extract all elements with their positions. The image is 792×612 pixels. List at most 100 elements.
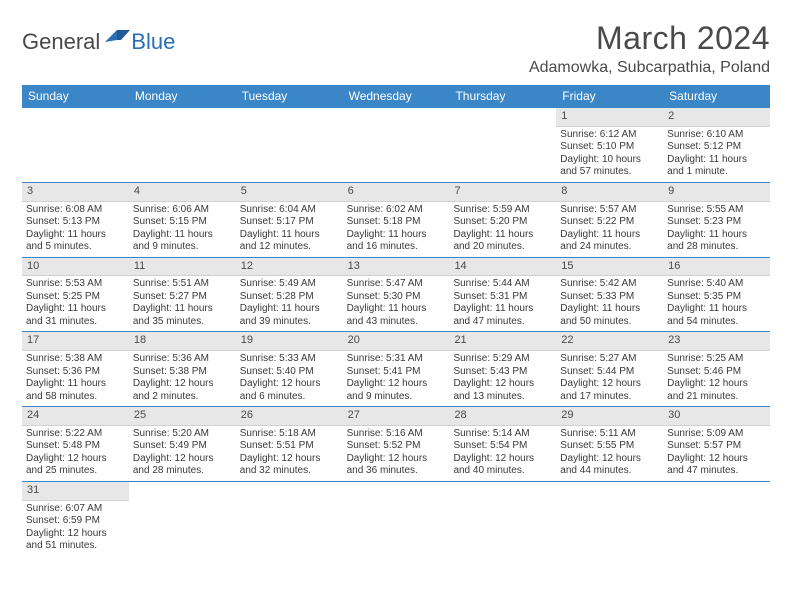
day-ss: Sunset: 5:18 PM [347, 216, 446, 229]
day-d1: Daylight: 11 hours [133, 229, 232, 242]
day-d2: and 51 minutes. [26, 540, 125, 553]
day-d1: Daylight: 11 hours [560, 303, 659, 316]
day-number: 5 [236, 183, 343, 202]
day-d2: and 9 minutes. [347, 391, 446, 404]
day-d1: Daylight: 12 hours [133, 378, 232, 391]
day-d2: and 13 minutes. [453, 391, 552, 404]
day-ss: Sunset: 5:27 PM [133, 291, 232, 304]
day-number: 14 [449, 258, 556, 277]
day-d2: and 9 minutes. [133, 241, 232, 254]
calendar: SundayMondayTuesdayWednesdayThursdayFrid… [22, 85, 770, 556]
day-d2: and 28 minutes. [133, 465, 232, 478]
day-d1: Daylight: 12 hours [453, 453, 552, 466]
day-sr: Sunrise: 5:36 AM [133, 353, 232, 366]
weekday-header: Tuesday [236, 85, 343, 108]
day-d1: Daylight: 11 hours [240, 303, 339, 316]
location-text: Adamowka, Subcarpathia, Poland [529, 59, 770, 77]
day-body: Sunrise: 5:40 AMSunset: 5:35 PMDaylight:… [663, 276, 770, 331]
day-d2: and 12 minutes. [240, 241, 339, 254]
day-cell: 12Sunrise: 5:49 AMSunset: 5:28 PMDayligh… [236, 258, 343, 332]
day-cell: 5Sunrise: 6:04 AMSunset: 5:17 PMDaylight… [236, 183, 343, 257]
day-cell: 13Sunrise: 5:47 AMSunset: 5:30 PMDayligh… [343, 258, 450, 332]
day-body: Sunrise: 5:51 AMSunset: 5:27 PMDaylight:… [129, 276, 236, 331]
day-d2: and 36 minutes. [347, 465, 446, 478]
day-number: 21 [449, 332, 556, 351]
day-ss: Sunset: 5:51 PM [240, 440, 339, 453]
day-cell: 27Sunrise: 5:16 AMSunset: 5:52 PMDayligh… [343, 407, 450, 481]
weekday-header: Thursday [449, 85, 556, 108]
weekday-header: Wednesday [343, 85, 450, 108]
day-sr: Sunrise: 6:12 AM [560, 129, 659, 142]
day-sr: Sunrise: 5:18 AM [240, 428, 339, 441]
day-ss: Sunset: 5:46 PM [667, 366, 766, 379]
day-sr: Sunrise: 5:25 AM [667, 353, 766, 366]
day-number: 29 [556, 407, 663, 426]
day-cell: 23Sunrise: 5:25 AMSunset: 5:46 PMDayligh… [663, 332, 770, 406]
empty-day-cell [129, 108, 236, 182]
day-ss: Sunset: 5:12 PM [667, 141, 766, 154]
title-block: March 2024 Adamowka, Subcarpathia, Polan… [529, 20, 770, 77]
day-d1: Daylight: 11 hours [26, 229, 125, 242]
day-cell: 20Sunrise: 5:31 AMSunset: 5:41 PMDayligh… [343, 332, 450, 406]
day-number: 7 [449, 183, 556, 202]
day-body: Sunrise: 5:59 AMSunset: 5:20 PMDaylight:… [449, 202, 556, 257]
day-number: 24 [22, 407, 129, 426]
day-body: Sunrise: 5:42 AMSunset: 5:33 PMDaylight:… [556, 276, 663, 331]
day-body: Sunrise: 5:31 AMSunset: 5:41 PMDaylight:… [343, 351, 450, 406]
day-ss: Sunset: 5:48 PM [26, 440, 125, 453]
day-body: Sunrise: 5:09 AMSunset: 5:57 PMDaylight:… [663, 426, 770, 481]
day-d2: and 40 minutes. [453, 465, 552, 478]
day-d2: and 39 minutes. [240, 316, 339, 329]
day-body: Sunrise: 5:36 AMSunset: 5:38 PMDaylight:… [129, 351, 236, 406]
day-body: Sunrise: 5:27 AMSunset: 5:44 PMDaylight:… [556, 351, 663, 406]
day-d2: and 44 minutes. [560, 465, 659, 478]
day-sr: Sunrise: 5:16 AM [347, 428, 446, 441]
empty-day-cell [22, 108, 129, 182]
day-d2: and 25 minutes. [26, 465, 125, 478]
day-d2: and 31 minutes. [26, 316, 125, 329]
day-cell: 9Sunrise: 5:55 AMSunset: 5:23 PMDaylight… [663, 183, 770, 257]
day-d2: and 24 minutes. [560, 241, 659, 254]
day-d2: and 54 minutes. [667, 316, 766, 329]
day-d1: Daylight: 12 hours [560, 453, 659, 466]
day-cell: 10Sunrise: 5:53 AMSunset: 5:25 PMDayligh… [22, 258, 129, 332]
day-sr: Sunrise: 5:14 AM [453, 428, 552, 441]
day-ss: Sunset: 5:44 PM [560, 366, 659, 379]
day-sr: Sunrise: 6:06 AM [133, 204, 232, 217]
day-d2: and 5 minutes. [26, 241, 125, 254]
day-d2: and 47 minutes. [667, 465, 766, 478]
day-body: Sunrise: 5:18 AMSunset: 5:51 PMDaylight:… [236, 426, 343, 481]
week-row: 3Sunrise: 6:08 AMSunset: 5:13 PMDaylight… [22, 183, 770, 258]
day-d1: Daylight: 11 hours [667, 154, 766, 167]
day-d2: and 57 minutes. [560, 166, 659, 179]
day-d1: Daylight: 10 hours [560, 154, 659, 167]
day-cell: 1Sunrise: 6:12 AMSunset: 5:10 PMDaylight… [556, 108, 663, 182]
day-d2: and 6 minutes. [240, 391, 339, 404]
day-cell: 17Sunrise: 5:38 AMSunset: 5:36 PMDayligh… [22, 332, 129, 406]
day-cell: 26Sunrise: 5:18 AMSunset: 5:51 PMDayligh… [236, 407, 343, 481]
day-body: Sunrise: 6:07 AMSunset: 6:59 PMDaylight:… [22, 501, 129, 556]
day-d1: Daylight: 11 hours [667, 229, 766, 242]
day-number: 10 [22, 258, 129, 277]
day-ss: Sunset: 5:15 PM [133, 216, 232, 229]
day-cell: 19Sunrise: 5:33 AMSunset: 5:40 PMDayligh… [236, 332, 343, 406]
day-d1: Daylight: 11 hours [26, 378, 125, 391]
day-number: 4 [129, 183, 236, 202]
day-ss: Sunset: 5:28 PM [240, 291, 339, 304]
day-body: Sunrise: 5:14 AMSunset: 5:54 PMDaylight:… [449, 426, 556, 481]
header: General Blue March 2024 Adamowka, Subcar… [22, 20, 770, 77]
day-d1: Daylight: 12 hours [560, 378, 659, 391]
day-cell: 25Sunrise: 5:20 AMSunset: 5:49 PMDayligh… [129, 407, 236, 481]
day-ss: Sunset: 5:52 PM [347, 440, 446, 453]
day-body: Sunrise: 6:12 AMSunset: 5:10 PMDaylight:… [556, 127, 663, 182]
day-d1: Daylight: 12 hours [240, 453, 339, 466]
day-number: 9 [663, 183, 770, 202]
day-sr: Sunrise: 5:31 AM [347, 353, 446, 366]
empty-day-cell [236, 108, 343, 182]
day-number: 25 [129, 407, 236, 426]
day-d1: Daylight: 11 hours [26, 303, 125, 316]
day-ss: Sunset: 5:10 PM [560, 141, 659, 154]
day-d2: and 47 minutes. [453, 316, 552, 329]
day-number: 2 [663, 108, 770, 127]
day-ss: Sunset: 5:57 PM [667, 440, 766, 453]
